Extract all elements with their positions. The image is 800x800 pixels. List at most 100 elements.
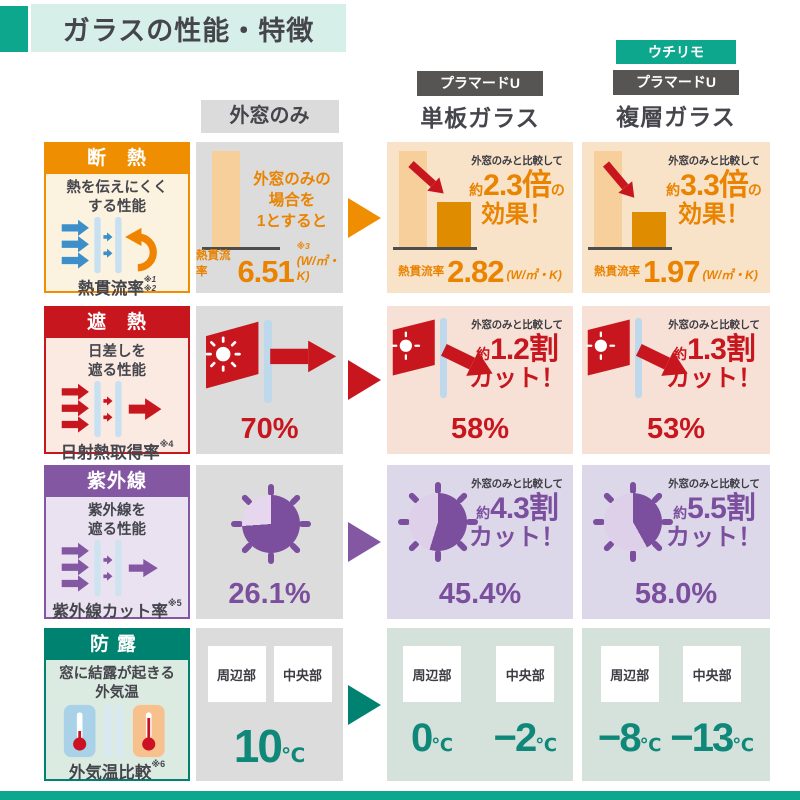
sun-through-glass-icon xyxy=(391,317,493,399)
bar-short xyxy=(437,202,471,247)
compare-note: 外窓のみと比較して xyxy=(471,319,563,331)
u-value: 6.51 xyxy=(237,253,294,289)
insulation-double-glass-cell: 外窓のみと比較して 約3.3倍の 効果！ 熱貫流率 1.97 (W/㎡・K) xyxy=(582,142,770,293)
approx-label: 約 xyxy=(673,346,688,362)
effect-multiplier: 2.3倍 xyxy=(483,169,552,202)
shading-title: 遮 熱 xyxy=(46,308,188,338)
solar-gain-value: 70% xyxy=(240,413,299,445)
approx-label: 約 xyxy=(666,182,681,198)
uv-metric: 紫外線カット率 xyxy=(52,602,168,621)
compare-note: 外窓のみと比較して xyxy=(668,478,760,490)
bar-baseline xyxy=(202,247,280,250)
shading-outer-only-cell: 70% xyxy=(196,306,343,454)
dew-desc-2: 外気温 xyxy=(95,684,139,701)
uv-single-glass-cell: 外窓のみと比較して 約4.3割 カット！ 45.4% xyxy=(387,465,573,619)
approx-label: 約 xyxy=(476,505,491,521)
thermometers-icon xyxy=(46,703,188,759)
u-value: 2.82 xyxy=(447,253,504,289)
uv-cut-value: 26.1% xyxy=(228,578,311,610)
shading-single-glass-cell: 外窓のみと比較して 約1.2割 カット！ 58% xyxy=(387,306,573,454)
dew-double-glass-cell: 周辺部 −8℃ 中央部 −13℃ xyxy=(582,628,770,781)
uv-sun-pie-icon xyxy=(588,477,678,567)
temp-unit: ℃ xyxy=(732,735,754,755)
solar-gain-value: 58% xyxy=(450,413,510,445)
insulation-metric: 熱貫流率 xyxy=(77,279,144,298)
dew-temp-edge: −8 xyxy=(598,716,642,760)
title-accent-square xyxy=(0,6,28,52)
flow-arrow-insulation xyxy=(348,197,381,238)
uv-sun-pie-icon xyxy=(226,479,316,569)
uv-double-glass-cell: 外窓のみと比較して 約5.5割 カット！ 58.0% xyxy=(582,465,770,619)
compare-note: 外窓のみと比較して xyxy=(471,155,563,167)
dew-temp-center: −2 xyxy=(493,716,538,760)
temp-unit: ℃ xyxy=(431,735,454,755)
dew-temp-value: 10 xyxy=(233,720,283,772)
page-title: ガラスの性能・特徴 xyxy=(62,15,315,46)
comparison-grid: 断 熱 熱を伝えにくく する性能 xyxy=(44,142,770,782)
dew-temp-center: −13 xyxy=(670,716,734,760)
shading-double-glass-cell: 外窓のみと比較して 約1.3割 カット！ 53% xyxy=(582,306,770,454)
u-value-line: 熱貫流率 6.51 ※3 (W/㎡・K) xyxy=(196,241,343,289)
flow-arrow-shading xyxy=(348,360,381,400)
double-glass-label: 複層ガラス xyxy=(616,104,736,130)
uv-cut-value: 58.0% xyxy=(634,578,718,610)
compare-note: 外窓のみと比較して xyxy=(668,155,760,167)
row-label-uv: 紫外線 紫外線を 遮る性能 紫外線カット率※5 xyxy=(44,465,190,621)
shading-desc-2: 遮る性能 xyxy=(88,362,146,379)
cut-amount: 5.5割 xyxy=(687,492,756,525)
temp-unit: ℃ xyxy=(280,745,306,767)
column-header-outer-window: 外窓のみ xyxy=(196,100,343,133)
footnote-1: ※1 xyxy=(143,274,157,284)
cut-amount: 4.3割 xyxy=(490,492,559,525)
plamade-u-badge: プラマードU xyxy=(417,71,543,96)
dew-desc-1: 窓に結露が起きる xyxy=(59,666,175,682)
plamade-u-badge-2: プラマードU xyxy=(613,70,739,95)
uv-desc-2: 遮る性能 xyxy=(88,521,146,538)
uv-title: 紫外線 xyxy=(46,467,188,497)
flow-arrow-dew xyxy=(348,684,381,725)
dew-single-glass-cell: 周辺部 0℃ 中央部 −2℃ xyxy=(387,628,573,781)
bar-baseline xyxy=(393,247,477,250)
insulation-desc-1: 熱を伝えにくく xyxy=(66,180,168,196)
part-box-center: 中央部 xyxy=(496,646,555,702)
bar-outer-window xyxy=(212,151,240,247)
compare-note: 外窓のみと比較して xyxy=(668,319,760,331)
approx-label: 約 xyxy=(673,505,688,521)
part-box-edge: 周辺部 xyxy=(207,646,266,702)
row-label-dew: 防露 窓に結露が起きる 外気温 外気温比較※6 xyxy=(44,628,190,782)
bar-baseline xyxy=(588,247,672,250)
insulation-desc-2: する性能 xyxy=(88,198,146,215)
row-label-shading: 遮 熱 日差しを 遮る性能 日射熱取得率※4 xyxy=(44,306,190,462)
footnote-2: ※2 xyxy=(143,283,157,293)
insulation-single-glass-cell: 外窓のみと比較して 約2.3倍の 効果！ 熱貫流率 2.82 (W/㎡・K) xyxy=(387,142,573,293)
effect-label: 効果！ xyxy=(481,201,553,228)
effect-label: 効果！ xyxy=(678,201,750,228)
base-note-3: 1とすると xyxy=(256,212,328,230)
uv-cut-value: 45.4% xyxy=(438,578,522,610)
insulation-title: 断 熱 xyxy=(46,144,188,174)
effect-multiplier: 3.3倍 xyxy=(680,169,749,202)
insulation-outer-only-cell: 外窓のみの 場合を 1とすると 熱貫流率 6.51 ※3 (W/㎡・K) xyxy=(196,142,343,293)
effect-label: カット！ xyxy=(666,365,762,392)
dew-title: 防露 xyxy=(46,630,188,660)
compare-note: 外窓のみと比較して xyxy=(471,478,563,490)
suffix: の xyxy=(747,182,762,198)
column-header-double-glass: ウチリモ プラマードU 複層ガラス xyxy=(582,40,770,132)
footnote-6: ※6 xyxy=(151,758,166,769)
uv-outer-only-cell: 26.1% xyxy=(196,465,343,619)
title-bar: ガラスの性能・特徴 xyxy=(31,4,346,52)
solar-gain-value: 53% xyxy=(646,413,706,445)
effect-label: カット！ xyxy=(469,365,565,392)
shading-metric: 日射熱取得率 xyxy=(60,443,160,462)
u-value-line: 熱貫流率 1.97 (W/㎡・K) xyxy=(582,255,770,287)
part-box-center: 中央部 xyxy=(273,646,332,702)
u-value-unit: (W/㎡・K) xyxy=(506,268,562,282)
base-note-1: 外窓のみの xyxy=(253,171,331,188)
u-value-label: 熱貫流率 xyxy=(196,250,231,278)
part-box-center: 中央部 xyxy=(683,646,742,702)
single-glass-label: 単板ガラス xyxy=(420,105,540,131)
cut-amount: 1.3割 xyxy=(687,333,756,366)
shading-desc-1: 日差しを xyxy=(88,344,146,360)
uv-desc-1: 紫外線を xyxy=(88,503,146,519)
